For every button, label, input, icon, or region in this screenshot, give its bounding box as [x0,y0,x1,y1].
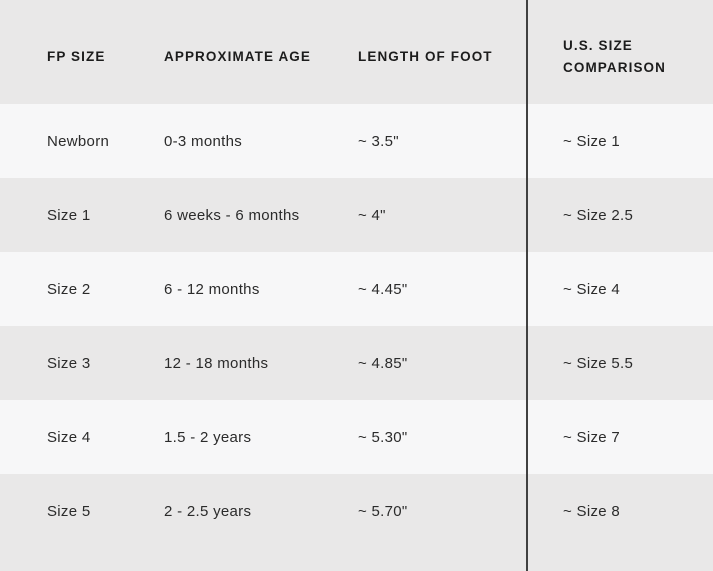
column-header-fp-size: FP SIZE [47,49,106,64]
table-row-size-3: Size 3 12 - 18 months ~ 4.85" ~ Size 5.5 [0,326,713,400]
cell-fp-size: Newborn [47,132,110,150]
column-divider [526,0,528,571]
cell-length-of-foot: ~ 4" [358,206,386,224]
table-row-size-2: Size 2 6 - 12 months ~ 4.45" ~ Size 4 [0,252,713,326]
cell-us-size: ~ Size 8 [563,502,621,520]
cell-length-of-foot: ~ 5.30" [358,428,408,446]
table-header-row: FP SIZE APPROXIMATE AGE LENGTH OF FOOT U… [0,0,713,104]
column-header-approximate-age: APPROXIMATE AGE [164,49,312,64]
cell-length-of-foot: ~ 4.45" [358,280,408,298]
cell-approximate-age: 0-3 months [164,132,243,150]
column-header-us-size-comparison: U.S. SIZE COMPARISON [563,38,667,75]
cell-length-of-foot: ~ 3.5" [358,132,399,150]
cell-us-size: ~ Size 4 [563,280,621,298]
cell-fp-size: Size 3 [47,354,91,372]
cell-approximate-age: 1.5 - 2 years [164,428,252,446]
table-row-size-4: Size 4 1.5 - 2 years ~ 5.30" ~ Size 7 [0,400,713,474]
cell-approximate-age: 6 weeks - 6 months [164,206,300,224]
table-row-newborn: Newborn 0-3 months ~ 3.5" ~ Size 1 [0,104,713,178]
cell-fp-size: Size 5 [47,502,91,520]
cell-length-of-foot: ~ 4.85" [358,354,408,372]
table-row-size-1: Size 1 6 weeks - 6 months ~ 4" ~ Size 2.… [0,178,713,252]
cell-approximate-age: 2 - 2.5 years [164,502,252,520]
table-footer-spacer [0,548,713,571]
cell-fp-size: Size 1 [47,206,91,224]
table-row-size-5: Size 5 2 - 2.5 years ~ 5.70" ~ Size 8 [0,474,713,548]
cell-us-size: ~ Size 1 [563,132,621,150]
cell-us-size: ~ Size 5.5 [563,354,634,372]
cell-us-size: ~ Size 7 [563,428,621,446]
cell-length-of-foot: ~ 5.70" [358,502,408,520]
cell-approximate-age: 6 - 12 months [164,280,260,298]
cell-fp-size: Size 2 [47,280,91,298]
cell-fp-size: Size 4 [47,428,91,446]
cell-approximate-age: 12 - 18 months [164,354,269,372]
column-header-length-of-foot: LENGTH OF FOOT [358,49,493,64]
cell-us-size: ~ Size 2.5 [563,206,634,224]
